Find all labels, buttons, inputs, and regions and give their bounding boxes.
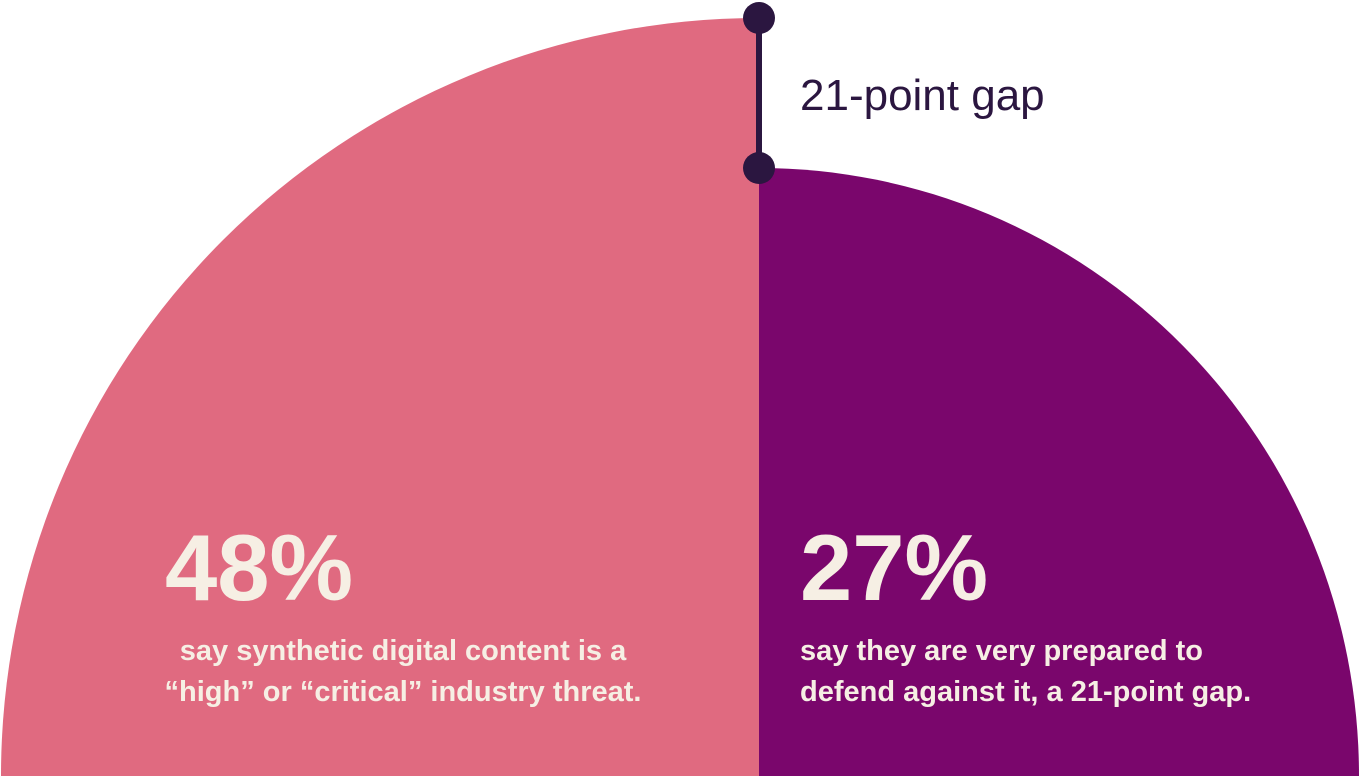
- percent-label-48: 48%: [165, 515, 353, 620]
- description-27-line-2: defend against it, a 21-point gap.: [800, 676, 1251, 708]
- percent-label-27: 27%: [800, 515, 988, 620]
- gap-dot-top: [743, 2, 775, 34]
- gap-dot-bottom: [743, 152, 775, 184]
- wedge-27-percent: [759, 168, 1359, 776]
- description-48-line-2: “high” or “critical” industry threat.: [165, 676, 642, 708]
- wedge-48-percent: [1, 18, 759, 776]
- gap-label: 21-point gap: [800, 71, 1045, 120]
- description-48-line-1: say synthetic digital content is a: [180, 635, 627, 667]
- description-27-line-1: say they are very prepared to: [800, 635, 1203, 667]
